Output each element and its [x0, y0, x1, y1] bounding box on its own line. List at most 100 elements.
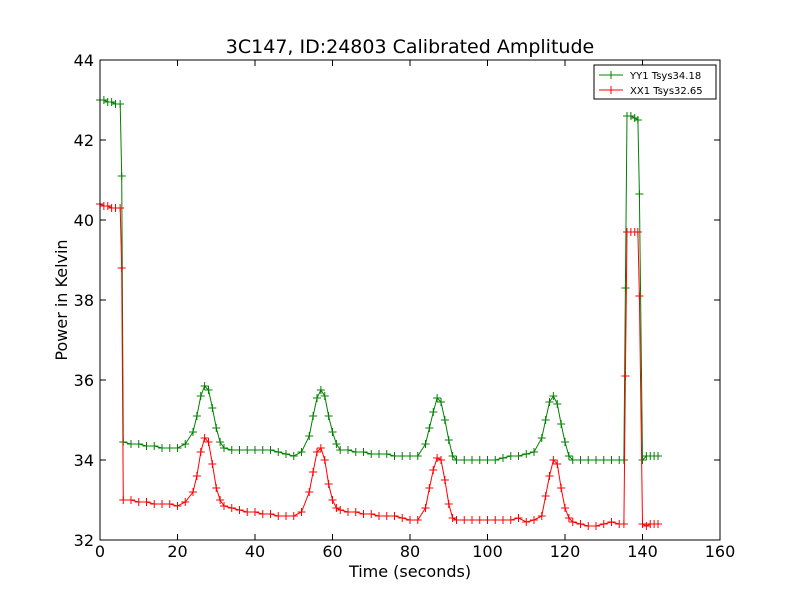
data-point: [460, 456, 469, 464]
data-point: [437, 398, 445, 406]
data-point: [564, 452, 573, 460]
data-point: [212, 424, 221, 432]
x-tick-label: 80: [400, 542, 420, 561]
data-point: [607, 456, 616, 464]
data-point: [320, 456, 329, 464]
data-point: [134, 440, 143, 448]
legend-box: [593, 64, 717, 100]
data-point: [328, 428, 337, 436]
data-point: [398, 452, 407, 460]
data-point: [592, 456, 600, 464]
data-point: [320, 392, 329, 400]
data-point: [359, 448, 368, 456]
data-point: [499, 454, 507, 462]
data-point: [282, 450, 290, 458]
data-point: [150, 500, 159, 508]
data-point: [425, 424, 434, 432]
data-point: [491, 516, 500, 524]
legend-marker: [607, 86, 615, 94]
data-point: [553, 400, 562, 408]
data-point: [165, 444, 174, 452]
data-point: [642, 522, 651, 530]
x-tick-label: 100: [472, 542, 503, 561]
data-point: [134, 498, 143, 506]
data-point: [425, 484, 434, 492]
data-point: [351, 508, 360, 516]
data-point: [506, 516, 515, 524]
data-point: [220, 502, 228, 510]
data-point: [413, 516, 422, 524]
chart-title: 3C147, ID:24803 Calibrated Amplitude: [226, 36, 594, 58]
data-point: [189, 488, 197, 496]
data-point: [297, 508, 306, 516]
data-point: [413, 452, 422, 460]
data-point: [522, 450, 531, 458]
data-point: [514, 514, 523, 522]
data-point: [235, 506, 244, 514]
series-layer: [96, 96, 662, 530]
data-point: [475, 456, 484, 464]
data-point: [530, 448, 538, 456]
data-point: [216, 438, 225, 446]
data-point: [150, 442, 159, 450]
data-point: [398, 514, 407, 522]
data-point: [584, 456, 593, 464]
data-point: [514, 452, 523, 460]
data-point: [506, 452, 515, 460]
data-point: [313, 394, 321, 402]
data-point: [375, 450, 383, 458]
data-point: [545, 398, 554, 406]
data-point: [433, 394, 442, 402]
data-point: [116, 100, 125, 108]
data-point: [367, 510, 376, 518]
data-point: [208, 404, 217, 412]
data-point: [545, 472, 554, 480]
legend-label: YY1 Tsys34.18: [629, 71, 701, 82]
data-point: [196, 392, 205, 400]
data-point: [266, 446, 275, 454]
data-point: [557, 420, 566, 428]
data-point: [549, 456, 558, 464]
data-point: [173, 502, 182, 510]
data-point: [440, 476, 449, 484]
data-point: [561, 438, 569, 446]
data-point: [220, 444, 228, 452]
plot-frame: [99, 59, 721, 541]
data-point: [607, 518, 616, 526]
ticks-layer: 0 20 40 60 80 100 120 140 160 32 34 36 38 40 42 44: [74, 51, 736, 561]
data-point: [537, 434, 546, 442]
data-point: [99, 96, 108, 104]
data-point: [328, 496, 337, 504]
data-point: [142, 498, 151, 506]
data-point: [127, 440, 135, 448]
data-point: [204, 386, 213, 394]
data-point: [344, 508, 352, 516]
data-point: [336, 446, 345, 454]
x-tick-label: 0: [95, 542, 105, 561]
data-point: [557, 484, 566, 492]
data-point: [654, 520, 662, 528]
data-point: [305, 488, 314, 496]
legend-label: XX1 Tsys32.65: [630, 86, 703, 97]
data-point: [619, 456, 628, 464]
data-point: [584, 522, 593, 530]
x-tick-label: 20: [167, 542, 187, 561]
data-point: [621, 284, 630, 292]
data-point: [406, 516, 414, 524]
data-point: [189, 428, 197, 436]
data-point: [367, 450, 376, 458]
x-tick-label: 120: [550, 542, 581, 561]
data-point: [274, 448, 283, 456]
data-point: [305, 432, 314, 440]
data-point: [127, 496, 135, 504]
data-point: [429, 466, 438, 474]
data-point: [541, 416, 550, 424]
data-point: [200, 382, 209, 390]
data-point: [421, 504, 430, 512]
data-point: [444, 436, 453, 444]
data-point: [375, 512, 383, 520]
data-point: [192, 412, 201, 420]
data-point: [635, 292, 644, 300]
data-point: [192, 472, 201, 480]
